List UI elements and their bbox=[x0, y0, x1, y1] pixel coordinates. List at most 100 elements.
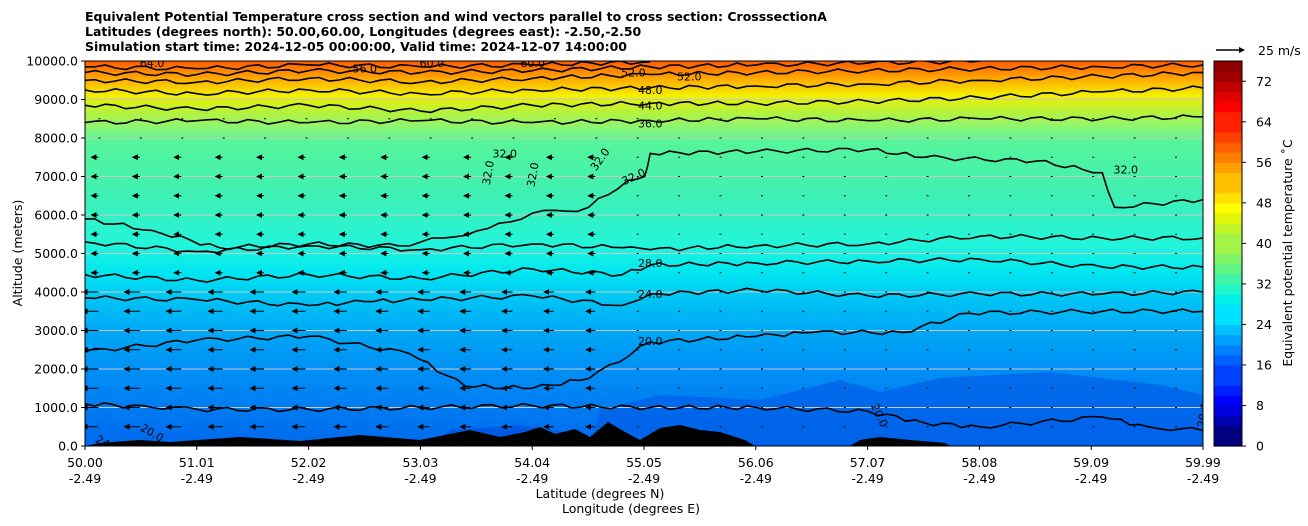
colorbar-band bbox=[1214, 354, 1242, 366]
colorbar-tick-label: 16 bbox=[1256, 357, 1272, 372]
contour-label-text: 36.0 bbox=[638, 117, 663, 130]
contour-label-text: 32.0 bbox=[492, 147, 517, 160]
contour-label-text: 32.0 bbox=[525, 161, 542, 187]
contour-label-text: 52.0 bbox=[621, 67, 646, 80]
y-axis: 0.0 1000.0 2000.0 3000.0 4000.0 5000.0 6000.0 7… bbox=[26, 54, 85, 454]
y-tick-label: 7000.0 bbox=[34, 169, 78, 184]
contour-label-text: 24.0 bbox=[638, 288, 663, 301]
colorbar-band bbox=[1214, 61, 1242, 72]
contour-label-text: 48.0 bbox=[638, 84, 663, 97]
contour-label: 48.0 bbox=[638, 84, 663, 97]
contour-label-text: 60.0 bbox=[420, 57, 445, 70]
contour-label: 56.0 bbox=[353, 63, 378, 76]
x-tick-lon: -2.49 bbox=[292, 471, 324, 486]
contour-line-20 bbox=[85, 402, 1203, 432]
colorbar-band bbox=[1214, 81, 1242, 92]
contour-label: 52.0 bbox=[677, 70, 702, 83]
contour-label: 60.0 bbox=[520, 57, 545, 70]
colorbar-tick-label: 40 bbox=[1256, 236, 1272, 251]
x-axis: 50.00-2.4951.01-2.4952.02-2.4953.03-2.49… bbox=[67, 446, 1221, 486]
colorbar-band bbox=[1214, 344, 1242, 356]
colorbar-band bbox=[1214, 294, 1242, 305]
x-tick-lat: 54.04 bbox=[514, 455, 550, 470]
contour-line-20 bbox=[85, 308, 1203, 390]
contour-line-36 bbox=[85, 114, 1203, 125]
colorbar-band bbox=[1214, 142, 1242, 153]
contour-label: 28.0 bbox=[638, 257, 663, 270]
y-tick-label: 0.0 bbox=[58, 439, 78, 454]
x-tick-lon: -2.49 bbox=[851, 471, 883, 486]
colorbar-band bbox=[1214, 283, 1242, 295]
y-tick-label: 8000.0 bbox=[34, 131, 78, 146]
grid-lines bbox=[85, 99, 1203, 408]
x-tick-lat: 51.01 bbox=[179, 455, 215, 470]
colorbar-band bbox=[1214, 425, 1242, 437]
colorbar-tick-label: 0 bbox=[1256, 439, 1264, 454]
colorbar-band bbox=[1214, 182, 1242, 194]
colorbar-band bbox=[1214, 71, 1242, 82]
x-tick-lat: 53.03 bbox=[403, 455, 439, 470]
y-tick-label: 2000.0 bbox=[34, 362, 78, 377]
contour-label: 32.0 bbox=[525, 161, 542, 187]
y-tick-label: 10000.0 bbox=[26, 54, 78, 69]
contour-label-text: 44.0 bbox=[638, 99, 663, 112]
colorbar-band bbox=[1214, 435, 1242, 447]
terrain bbox=[85, 422, 755, 446]
x-tick-lat: 58.08 bbox=[962, 455, 998, 470]
x-tick-lon: -2.49 bbox=[628, 471, 660, 486]
low-theta-region bbox=[590, 372, 1203, 446]
colorbar-ticks: 0 8 16 24 32 40 48 56 64 72 bbox=[1242, 74, 1272, 454]
contour-line-48 bbox=[85, 71, 1203, 96]
contour-label: 20.0 bbox=[1195, 402, 1212, 428]
chart-title-line-1: Equivalent Potential Temperature cross s… bbox=[85, 9, 827, 24]
contour-label: 32.0 bbox=[492, 147, 517, 160]
colorbar-band bbox=[1214, 91, 1242, 103]
colorbar-band bbox=[1214, 223, 1242, 234]
colorbar-band bbox=[1214, 324, 1242, 336]
colorbar-tick-label: 56 bbox=[1256, 155, 1272, 170]
x-tick-lon: -2.49 bbox=[1187, 471, 1219, 486]
contour-label: 32.0 bbox=[480, 160, 497, 186]
contour-line-52 bbox=[85, 62, 1203, 85]
x-axis-label-lon: Longitude (degrees E) bbox=[562, 501, 700, 516]
x-tick-lat: 57.07 bbox=[850, 455, 886, 470]
x-tick-lon: -2.49 bbox=[1075, 471, 1107, 486]
colorbar-band bbox=[1214, 121, 1242, 133]
x-axis-label-lat: Latitude (degrees N) bbox=[536, 486, 665, 501]
contour-label-text: 56.0 bbox=[353, 63, 378, 76]
chart-title-line-2: Latitudes (degrees north): 50.00,60.00, … bbox=[85, 24, 642, 39]
x-tick-lon: -2.49 bbox=[69, 471, 101, 486]
contour-label-text: 60.0 bbox=[520, 57, 545, 70]
vector-key-label: 25 m/s bbox=[1258, 43, 1301, 58]
contour-label-text: 20.0 bbox=[1195, 402, 1212, 428]
colorbar-band bbox=[1214, 172, 1242, 184]
y-tick-label: 5000.0 bbox=[34, 246, 78, 261]
colorbar-band bbox=[1214, 415, 1242, 427]
x-tick-lat: 59.99 bbox=[1185, 455, 1221, 470]
colorbar-band bbox=[1214, 395, 1242, 407]
y-tick-label: 9000.0 bbox=[34, 92, 78, 107]
y-tick-label: 4000.0 bbox=[34, 285, 78, 300]
colorbar-band bbox=[1214, 405, 1242, 417]
colorbar-band bbox=[1214, 202, 1242, 214]
contour-line-24 bbox=[85, 287, 1203, 307]
terrain-2 bbox=[850, 437, 950, 446]
colorbar-band bbox=[1214, 273, 1242, 285]
contour-line-44 bbox=[85, 85, 1203, 114]
x-tick-lon: -2.49 bbox=[181, 471, 213, 486]
colorbar-tick-label: 72 bbox=[1256, 74, 1272, 89]
y-tick-label: 1000.0 bbox=[34, 400, 78, 415]
x-tick-lat: 52.02 bbox=[291, 455, 327, 470]
colorbar-band bbox=[1214, 243, 1242, 255]
y-tick-label: 6000.0 bbox=[34, 208, 78, 223]
colorbar-tick-label: 24 bbox=[1256, 317, 1272, 332]
contour-line-60 bbox=[85, 61, 651, 71]
contour-label-text: 28.0 bbox=[638, 257, 663, 270]
colorbar-band bbox=[1214, 364, 1242, 376]
x-tick-lat: 56.06 bbox=[738, 455, 774, 470]
colorbar-band bbox=[1214, 385, 1242, 396]
colorbar-tick-label: 8 bbox=[1256, 398, 1264, 413]
y-axis-label: Altitude (meters) bbox=[10, 200, 25, 307]
colorbar-band bbox=[1214, 162, 1242, 174]
colorbar-band bbox=[1214, 131, 1242, 143]
